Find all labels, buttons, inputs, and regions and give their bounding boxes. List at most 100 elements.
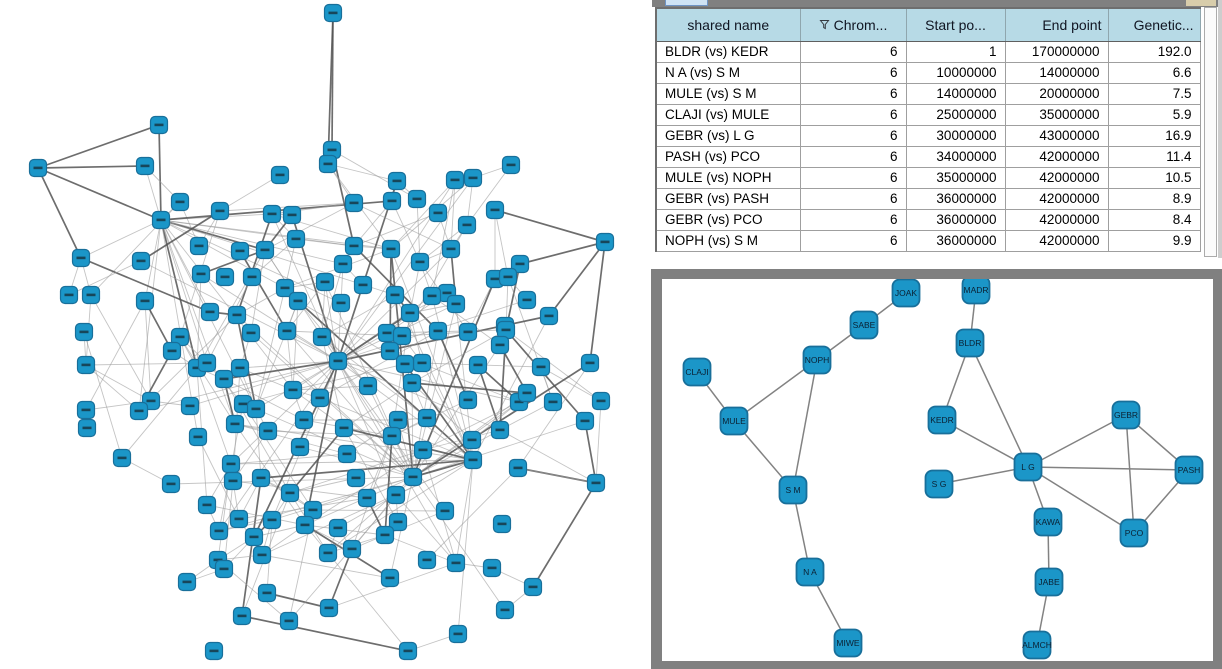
network-node[interactable]	[586, 473, 606, 493]
table-cell[interactable]: 11.4	[1107, 145, 1201, 168]
network-node[interactable]	[387, 171, 407, 191]
table-cell[interactable]: PASH (vs) PCO	[655, 145, 801, 168]
network-node[interactable]	[380, 341, 400, 361]
network-node[interactable]	[161, 474, 181, 494]
network-node-JABE[interactable]: JABE	[1034, 567, 1064, 597]
network-node[interactable]	[197, 353, 217, 373]
network-node[interactable]	[319, 598, 339, 618]
network-node[interactable]	[331, 293, 351, 313]
table-cell[interactable]: 170000000	[1004, 40, 1109, 63]
network-node[interactable]	[229, 509, 249, 529]
network-node[interactable]	[242, 267, 262, 287]
table-row[interactable]: GEBR (vs) PASH 6 36000000 42000000 8.9	[655, 187, 1201, 210]
table-cell[interactable]: 35000000	[905, 166, 1006, 189]
network-node-BLDR[interactable]: BLDR	[955, 328, 985, 358]
column-header-4[interactable]: Genetic...	[1107, 7, 1201, 42]
network-node[interactable]	[188, 427, 208, 447]
network-node[interactable]	[498, 267, 518, 287]
network-node-shape[interactable]	[778, 475, 808, 505]
network-node-shape[interactable]	[833, 628, 863, 658]
table-row[interactable]: NOPH (vs) S M 6 36000000 42000000 9.9	[655, 229, 1201, 252]
network-edge[interactable]	[1027, 466, 1135, 534]
network-node[interactable]	[388, 512, 408, 532]
network-node[interactable]	[346, 468, 366, 488]
network-node[interactable]	[382, 191, 402, 211]
network-node[interactable]	[283, 380, 303, 400]
network-node[interactable]	[112, 448, 132, 468]
network-node[interactable]	[232, 606, 252, 626]
network-node-shape[interactable]	[719, 406, 749, 436]
network-node[interactable]	[353, 275, 373, 295]
network-node-MULE[interactable]: MULE	[719, 406, 749, 436]
network-node-shape[interactable]	[1111, 400, 1141, 430]
network-node[interactable]	[591, 391, 611, 411]
network-node[interactable]	[417, 408, 437, 428]
network-node[interactable]	[337, 444, 357, 464]
network-node[interactable]	[490, 335, 510, 355]
network-node[interactable]	[410, 252, 430, 272]
network-edge[interactable]	[1125, 414, 1135, 534]
network-node[interactable]	[490, 420, 510, 440]
network-node[interactable]	[380, 568, 400, 588]
column-header-0[interactable]: shared name	[655, 7, 801, 42]
network-node[interactable]	[262, 510, 282, 530]
network-node[interactable]	[244, 527, 264, 547]
network-node[interactable]	[463, 450, 483, 470]
network-node-KAWA[interactable]: KAWA	[1033, 507, 1063, 537]
network-node[interactable]	[275, 278, 295, 298]
network-node[interactable]	[458, 322, 478, 342]
network-node-PASH[interactable]: PASH	[1174, 455, 1204, 485]
network-node[interactable]	[508, 458, 528, 478]
table-cell[interactable]: 6	[799, 124, 907, 147]
network-edge[interactable]	[938, 466, 1029, 485]
table-cell[interactable]: 8.9	[1107, 187, 1201, 210]
network-node[interactable]	[334, 418, 354, 438]
network-node[interactable]	[215, 267, 235, 287]
network-node[interactable]	[463, 168, 483, 188]
network-node[interactable]	[318, 543, 338, 563]
network-node-shape[interactable]	[682, 357, 712, 387]
table-cell[interactable]: 34000000	[905, 145, 1006, 168]
filter-icon[interactable]	[819, 19, 830, 30]
network-node[interactable]	[76, 355, 96, 375]
network-node[interactable]	[501, 155, 521, 175]
table-row[interactable]: MULE (vs) NOPH 6 35000000 42000000 10.5	[655, 166, 1201, 189]
network-node[interactable]	[74, 322, 94, 342]
network-node[interactable]	[286, 229, 306, 249]
network-node[interactable]	[135, 156, 155, 176]
network-node-L G[interactable]: L G	[1013, 452, 1043, 482]
table-cell[interactable]: 10000000	[905, 61, 1006, 84]
network-node[interactable]	[131, 251, 151, 271]
network-node-shape[interactable]	[927, 405, 957, 435]
network-node-shape[interactable]	[924, 469, 954, 499]
column-header-1[interactable]: Chrom...	[799, 7, 907, 42]
table-cell[interactable]: GEBR (vs) L G	[655, 124, 801, 147]
network-node[interactable]	[392, 326, 412, 346]
network-node[interactable]	[342, 539, 362, 559]
network-node[interactable]	[468, 355, 488, 375]
network-node[interactable]	[358, 376, 378, 396]
network-node[interactable]	[531, 357, 551, 377]
network-node[interactable]	[386, 485, 406, 505]
network-node[interactable]	[400, 303, 420, 323]
table-cell[interactable]: 20000000	[1004, 82, 1109, 105]
network-node-shape[interactable]	[1033, 507, 1063, 537]
network-node[interactable]	[77, 418, 97, 438]
network-node[interactable]	[76, 400, 96, 420]
table-cell[interactable]: 9.9	[1107, 229, 1201, 252]
table-cell[interactable]: 6	[799, 229, 907, 252]
table-cell[interactable]: 36000000	[905, 208, 1006, 231]
network-node[interactable]	[270, 165, 290, 185]
network-node[interactable]	[413, 440, 433, 460]
network-node-shape[interactable]	[795, 557, 825, 587]
table-cell[interactable]: GEBR (vs) PCO	[655, 208, 801, 231]
network-node[interactable]	[277, 321, 297, 341]
network-node[interactable]	[223, 471, 243, 491]
table-row[interactable]: BLDR (vs) KEDR 6 1 170000000 192.0	[655, 40, 1201, 63]
network-node[interactable]	[388, 410, 408, 430]
network-node[interactable]	[543, 392, 563, 412]
table-cell[interactable]: 6	[799, 208, 907, 231]
table-cell[interactable]: 36000000	[905, 229, 1006, 252]
table-cell[interactable]: 35000000	[1004, 103, 1109, 126]
network-node[interactable]	[385, 285, 405, 305]
